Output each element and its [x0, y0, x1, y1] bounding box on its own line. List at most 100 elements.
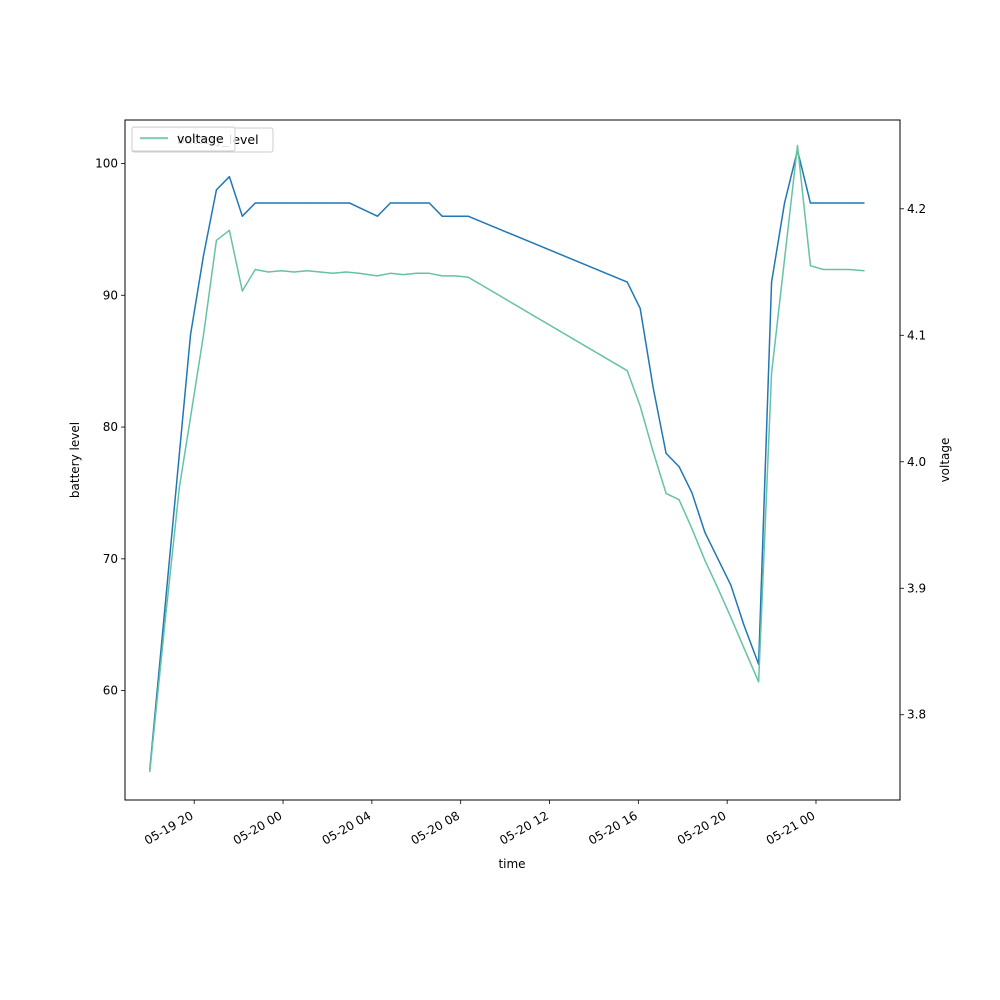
data-point-voltage — [743, 647, 745, 649]
left-y-axis-label: battery level — [68, 422, 82, 498]
data-point-voltage — [415, 272, 417, 274]
right-y-tick-label: 3.9 — [907, 581, 926, 595]
right-y-tick-label: 4.1 — [907, 328, 926, 342]
data-point-voltage — [389, 272, 391, 274]
right-y-tick-label: 4.0 — [907, 455, 926, 469]
data-point-voltage — [164, 625, 166, 627]
data-point-battery-level — [717, 558, 719, 560]
data-point-battery-level — [189, 334, 192, 336]
data-point-battery-level — [178, 452, 181, 455]
x-tick-label: 05-21 00 — [764, 808, 818, 847]
data-point-battery-level — [783, 202, 786, 204]
data-point-voltage — [783, 258, 786, 260]
data-point-voltage — [306, 270, 308, 272]
data-point-voltage — [428, 272, 430, 274]
data-point-voltage — [228, 229, 230, 231]
data-point-voltage — [704, 559, 706, 562]
data-point-battery-level — [376, 215, 379, 217]
left-y-tick-label: 60 — [103, 684, 118, 698]
data-point-voltage — [665, 492, 667, 494]
data-point-voltage — [358, 272, 360, 274]
data-point-voltage — [467, 276, 469, 278]
data-point-battery-level — [665, 452, 667, 455]
data-point-voltage — [376, 275, 379, 277]
data-point-battery-level — [730, 584, 732, 586]
legend-voltage: voltage — [131, 126, 236, 152]
data-point-voltage — [441, 275, 443, 277]
left-y-tick-label: 90 — [103, 288, 118, 302]
data-point-battery-level — [809, 202, 812, 204]
data-point-voltage — [402, 273, 404, 276]
left-y-tick-label: 70 — [103, 552, 118, 566]
data-point-voltage — [178, 486, 181, 488]
data-point-battery-level — [704, 531, 706, 534]
data-point-voltage — [822, 268, 824, 271]
right-y-tick-label: 4.2 — [907, 202, 926, 216]
x-tick-label: 05-20 08 — [408, 808, 462, 847]
left-axis-ticks: 60 70 80 90 100 — [95, 156, 125, 698]
data-point-voltage — [796, 144, 799, 147]
data-point-voltage — [809, 265, 812, 267]
data-point-voltage — [639, 405, 641, 407]
data-point-battery-level — [164, 610, 166, 613]
right-y-axis-label: voltage — [938, 438, 952, 483]
data-point-battery-level — [691, 492, 693, 494]
data-point-battery-level — [228, 176, 230, 178]
data-point-voltage — [319, 271, 321, 273]
right-axis-ticks: 3.8 3.9 4.0 4.1 4.2 — [900, 202, 926, 722]
x-tick-label: 05-20 00 — [231, 808, 285, 847]
data-point-voltage — [678, 499, 680, 501]
data-point-battery-level — [202, 255, 205, 257]
data-point-battery-level — [349, 202, 351, 204]
data-point-battery-level — [467, 215, 469, 217]
data-point-battery-level — [428, 202, 430, 204]
data-point-battery-level — [770, 281, 773, 283]
x-tick-label: 05-20 04 — [320, 808, 374, 847]
data-point-voltage — [454, 275, 456, 277]
data-point-voltage — [189, 416, 192, 419]
data-point-voltage — [202, 334, 205, 336]
data-point-battery-level — [652, 386, 654, 389]
data-point-voltage — [848, 268, 850, 271]
data-point-voltage — [149, 771, 151, 773]
data-point-voltage — [332, 272, 334, 274]
data-point-battery-level — [822, 202, 824, 204]
data-point-voltage — [758, 681, 760, 683]
x-axis-label: time — [498, 857, 525, 871]
x-tick-label: 05-20 20 — [675, 808, 729, 847]
legend-label-voltage: voltage — [177, 131, 224, 146]
data-point-voltage — [730, 616, 732, 618]
data-point-battery-level — [415, 202, 417, 204]
left-y-tick-label: 100 — [95, 156, 118, 170]
data-point-voltage — [267, 271, 269, 273]
data-point-battery-level — [389, 202, 391, 204]
x-tick-label: 05-20 12 — [497, 808, 551, 847]
data-point-voltage — [241, 290, 243, 292]
data-point-voltage — [835, 268, 837, 271]
left-y-tick-label: 80 — [103, 420, 118, 434]
plot-frame — [124, 119, 901, 801]
data-point-voltage — [254, 268, 256, 271]
data-point-voltage — [770, 372, 773, 374]
data-point-battery-level — [678, 465, 680, 468]
data-point-battery-level — [848, 202, 850, 204]
data-point-voltage — [691, 528, 693, 530]
data-point-battery-level — [626, 281, 628, 283]
data-point-voltage — [280, 270, 282, 272]
data-point-battery-level — [441, 215, 443, 217]
data-point-battery-level — [863, 202, 865, 204]
data-point-voltage — [293, 271, 295, 273]
legend-frame — [131, 126, 236, 152]
x-tick-label: 05-20 16 — [586, 808, 640, 847]
data-point-voltage — [863, 270, 865, 272]
data-point-voltage — [626, 370, 628, 372]
data-point-battery-level — [241, 215, 243, 217]
data-point-battery-level — [215, 189, 218, 191]
data-point-battery-level — [639, 307, 641, 310]
series-lines — [149, 144, 865, 773]
data-point-battery-level — [254, 202, 256, 204]
x-tick-label: 05-19 20 — [142, 808, 196, 847]
series-line-voltage — [149, 144, 865, 772]
data-point-voltage — [345, 271, 347, 273]
